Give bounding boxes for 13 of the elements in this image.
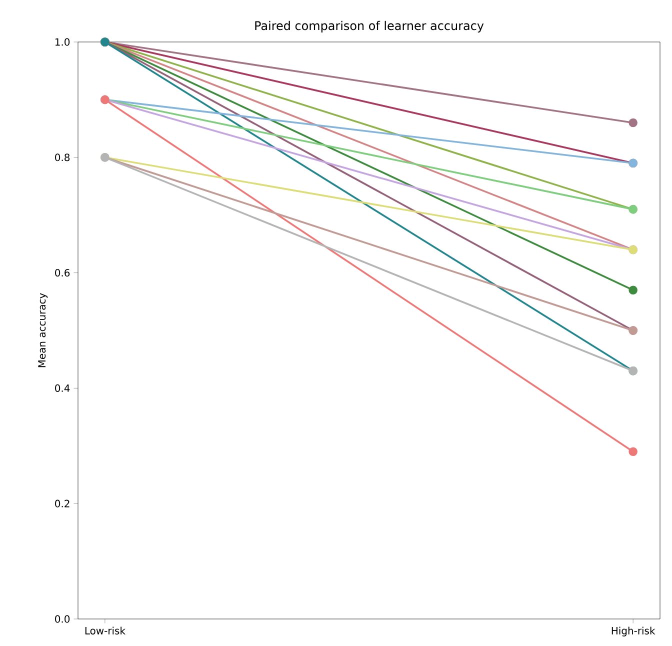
y-tick-label: 0.4 [55, 384, 70, 392]
y-axis-title: Mean accuracy [38, 293, 48, 368]
y-tick-label: 0.2 [55, 500, 70, 508]
x-tick-label: High-risk [612, 626, 656, 636]
y-tick-label: 1.0 [55, 38, 70, 46]
chart-title: Paired comparison of learner accuracy [255, 20, 484, 32]
point [628, 447, 638, 456]
y-tick-label: 0.0 [55, 615, 70, 623]
x-tick-label: Low-risk [85, 626, 126, 634]
point [628, 286, 638, 294]
point [628, 118, 638, 128]
y-tick-label: 0.8 [55, 154, 70, 162]
y-tick-label: 0.6 [55, 269, 70, 277]
